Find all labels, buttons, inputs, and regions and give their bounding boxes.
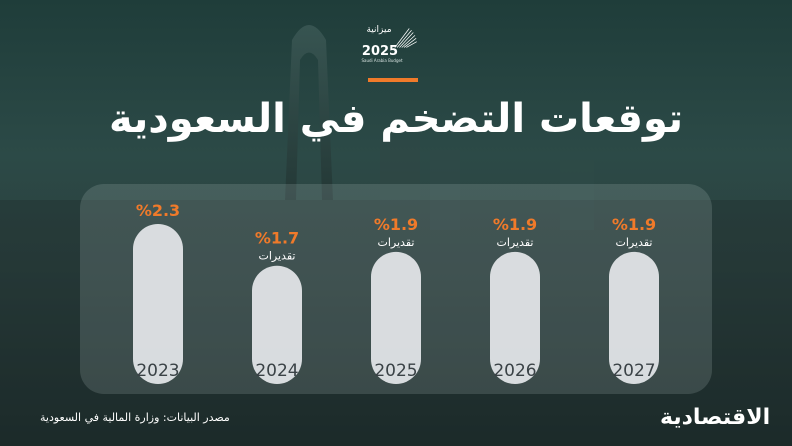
data-label: %1.9 [612,215,656,234]
data-label: %1.9 [374,215,418,234]
x-tick-label: 2026 [493,361,536,381]
data-source: مصدر البيانات: وزارة المالية في السعودية [40,411,230,424]
data-label: %1.9 [493,215,537,234]
brand-logo: الاقتصادية [660,405,771,430]
budget-logo-subtitle: Saudi Arabia Budget [361,58,403,63]
data-label: %2.3 [136,201,180,220]
estimate-note: تقديرات [497,236,534,249]
bar-2027 [609,251,659,384]
bar-2025 [371,251,421,384]
title-accent-bar [368,78,418,82]
estimate-note: تقديرات [259,250,296,263]
bar-2026 [490,251,540,384]
estimate-note: تقديرات [378,236,415,249]
x-tick-label: 2025 [374,361,417,381]
x-tick-label: 2027 [612,361,655,381]
budget-logo-text: ميزانية [366,25,392,35]
bar-2024 [252,265,302,384]
budget-logo-year: 2025 [361,44,399,59]
estimate-note: تقديرات [616,236,653,249]
chart-title: توقعات التضخم في السعودية [108,96,684,142]
x-tick-label: 2023 [136,361,179,381]
bar-2023 [133,224,183,384]
data-label: %1.7 [255,229,299,248]
x-tick-label: 2024 [255,361,298,381]
budget-logo-icon [394,28,417,48]
